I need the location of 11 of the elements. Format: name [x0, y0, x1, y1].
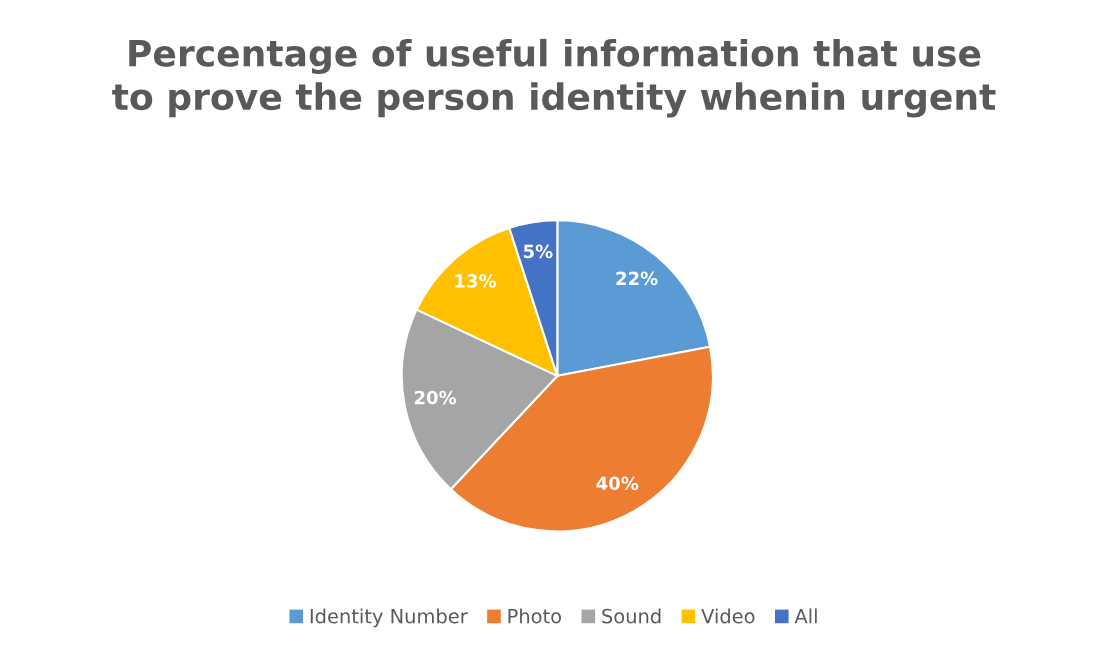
- data-label: 13%: [455, 274, 497, 288]
- data-label: 5%: [523, 244, 553, 259]
- chart-title: Percentage of useful information that use to prove the person identity whenin urgent: [112, 38, 996, 118]
- legend-label: All: [794, 608, 817, 624]
- data-label: 22%: [616, 271, 658, 286]
- legend-label: Photo: [508, 608, 562, 624]
- legend-label: Video: [701, 608, 755, 624]
- legend-label: Identity Number: [310, 608, 468, 628]
- data-label: 20%: [414, 390, 457, 405]
- legend-label: Sound: [602, 608, 661, 624]
- data-label: 40%: [596, 476, 639, 491]
